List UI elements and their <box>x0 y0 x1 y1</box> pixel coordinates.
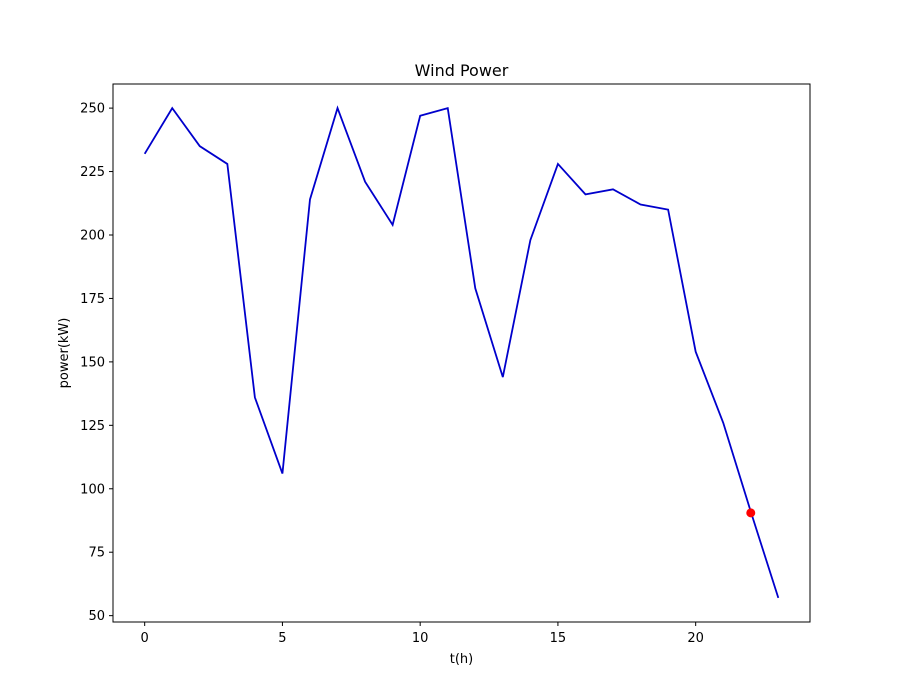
highlight-point <box>746 508 756 518</box>
y-axis-ticks: 50 75 100 125 150 175 200 225 250 <box>80 102 113 624</box>
plot-frame <box>112 83 811 623</box>
y-tick-label: 125 <box>80 419 105 434</box>
y-tick-label: 200 <box>80 228 105 243</box>
x-tick-label: 0 <box>141 631 149 646</box>
x-tick-label: 5 <box>278 631 286 646</box>
y-axis-label: power(kW) <box>57 318 72 389</box>
y-tick-label: 75 <box>88 546 105 561</box>
x-axis-label: t(h) <box>450 652 473 667</box>
y-tick-label: 100 <box>80 482 105 497</box>
x-axis-ticks: 0 5 10 15 20 <box>141 622 704 646</box>
series-layer <box>143 105 780 599</box>
y-tick-label: 150 <box>80 355 105 370</box>
y-tick-label: 175 <box>80 292 105 307</box>
series-line <box>143 105 780 599</box>
y-tick-label: 250 <box>80 102 105 117</box>
y-tick-label: 225 <box>80 165 105 180</box>
highlight-points <box>746 508 756 518</box>
chart-title: Wind Power <box>415 61 509 80</box>
x-tick-label: 10 <box>412 631 429 646</box>
x-tick-label: 20 <box>687 631 704 646</box>
x-tick-label: 15 <box>550 631 567 646</box>
y-tick-label: 50 <box>88 609 105 624</box>
